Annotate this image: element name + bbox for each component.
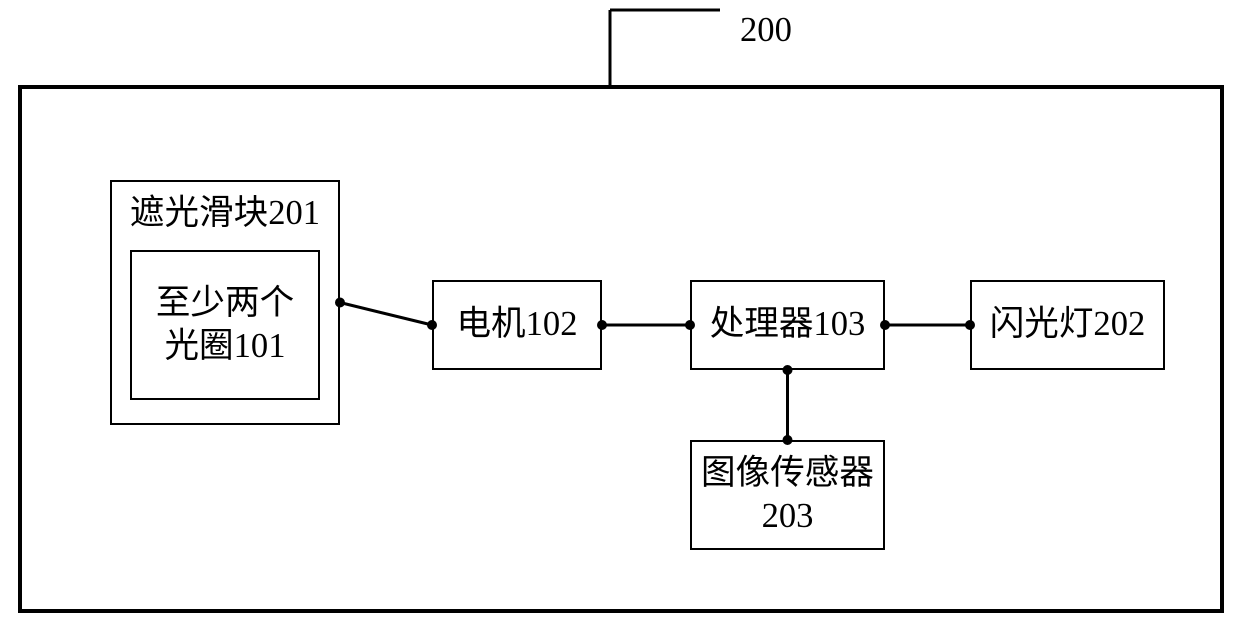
node-image-sensor: 图像传感器203: [690, 440, 885, 550]
node-apertures-label: 至少两个光圈101: [156, 282, 294, 368]
node-motor-label: 电机102: [456, 303, 577, 346]
reference-label: 200: [740, 9, 792, 52]
node-flash-label: 闪光灯202: [990, 303, 1146, 346]
diagram-stage: 200 遮光滑块201 至少两个光圈101 电机102 处理器103 闪光灯20…: [0, 0, 1239, 629]
node-processor-label: 处理器103: [710, 303, 866, 346]
node-motor: 电机102: [432, 280, 602, 370]
node-image-sensor-label: 图像传感器203: [692, 452, 883, 538]
node-shading-slider-label: 遮光滑块201: [130, 192, 320, 235]
node-flash: 闪光灯202: [970, 280, 1165, 370]
node-apertures: 至少两个光圈101: [130, 250, 320, 400]
node-processor: 处理器103: [690, 280, 885, 370]
